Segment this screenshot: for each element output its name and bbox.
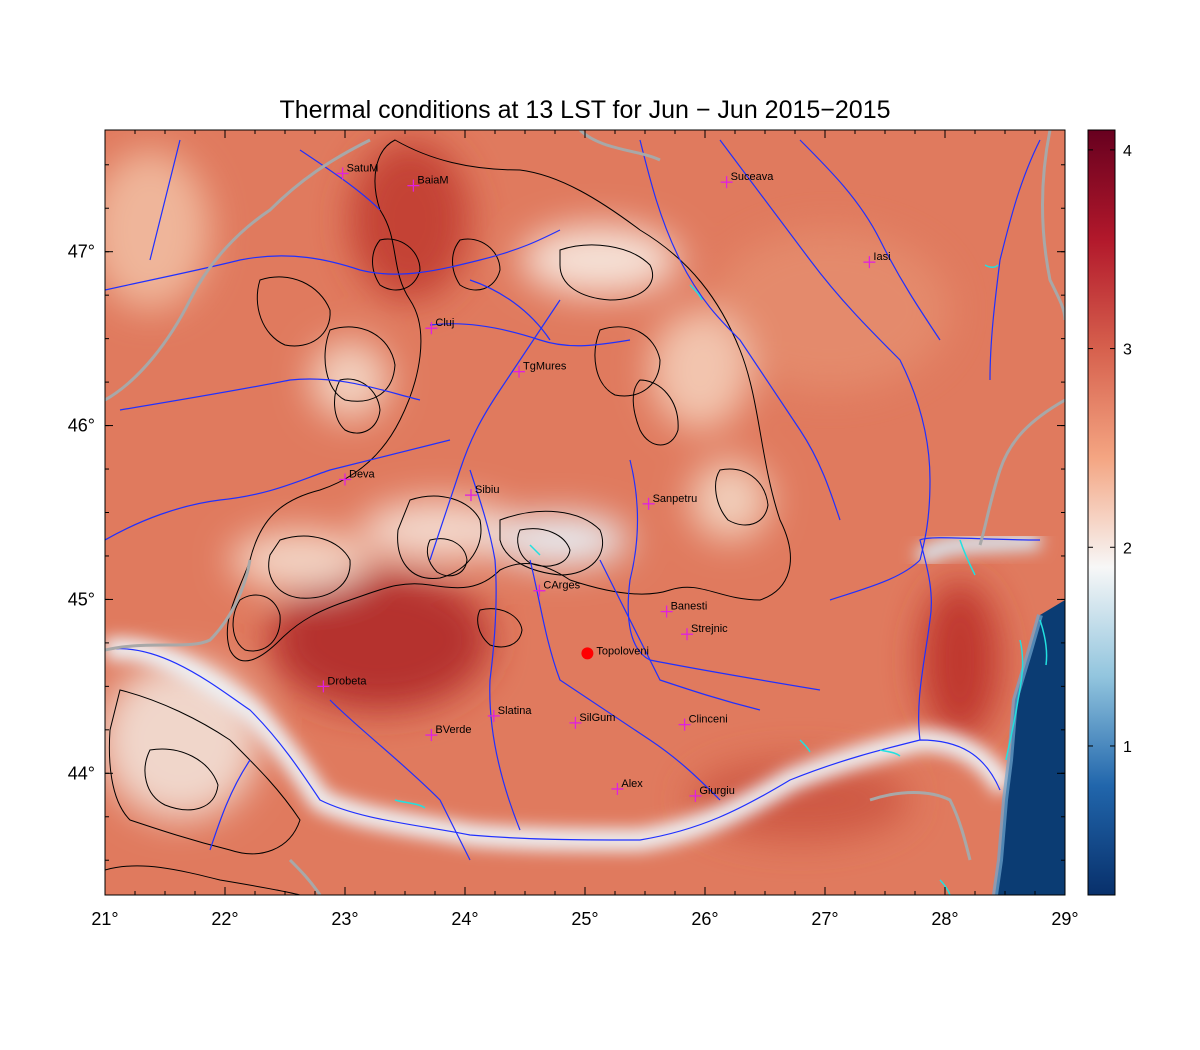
station-label: Suceava xyxy=(731,171,775,183)
station-label: Giurgiu xyxy=(699,785,734,797)
highlight-station-dot xyxy=(581,647,594,660)
terrain-contours xyxy=(105,139,791,895)
lon-tick-label: 28° xyxy=(931,909,958,929)
station-label: Slatina xyxy=(498,705,533,717)
station-marker: Alex xyxy=(611,778,643,795)
station-marker: Giurgiu xyxy=(689,785,735,802)
station-label: Iasi xyxy=(873,251,890,263)
lon-tick-label: 25° xyxy=(571,909,598,929)
station-label: Alex xyxy=(621,778,643,790)
station-marker: Drobeta xyxy=(317,675,367,693)
station-marker: Suceava xyxy=(720,171,775,189)
station-marker: Iasi xyxy=(863,251,891,269)
station-label: Deva xyxy=(349,468,376,480)
station-marker: Deva xyxy=(339,468,376,486)
station-label: Banesti xyxy=(671,601,708,613)
station-label: SatuM xyxy=(347,162,379,174)
station-label: BVerde xyxy=(435,724,471,736)
station-marker: SatuM xyxy=(336,162,379,180)
lon-tick-label: 21° xyxy=(91,909,118,929)
highlight-station-label: Topoloveni xyxy=(596,645,649,657)
map-area: SatuM BaiaM Suceava Iasi Cluj TgMures Deva Sibi… xyxy=(105,130,1065,895)
station-label: Sibiu xyxy=(475,484,499,496)
map-axis-ticks: 21° 22° 23° 24° 25° 26° 27° 28° 29° 44° 45° 46° 47° xyxy=(68,130,1079,929)
lon-tick-label: 26° xyxy=(691,909,718,929)
colorbar-tick-label: 3 xyxy=(1123,342,1132,359)
colorbar: 1 2 3 4 xyxy=(1087,129,1132,896)
sea-coast-glow xyxy=(992,614,1043,895)
lon-tick-label: 27° xyxy=(811,909,838,929)
colorbar-ticks: 1 2 3 4 xyxy=(1088,143,1132,756)
station-marker: Banesti xyxy=(660,601,708,618)
lon-tick-label: 29° xyxy=(1051,909,1078,929)
station-marker: Sibiu xyxy=(465,484,499,502)
lakes xyxy=(394,264,1048,895)
station-label: CArges xyxy=(543,580,580,592)
station-label: BaiaM xyxy=(417,175,448,187)
danube-delta-cool xyxy=(913,531,1041,567)
black-sea xyxy=(995,600,1065,895)
station-label: Strejnic xyxy=(691,623,728,635)
station-marker: Clinceni xyxy=(678,714,728,731)
colorbar-bar xyxy=(1087,129,1116,896)
colorbar-tick-label: 2 xyxy=(1123,540,1132,557)
station-marker: BaiaM xyxy=(407,175,449,192)
colorbar-tick-label: 4 xyxy=(1123,143,1132,160)
station-marker: Strejnic xyxy=(681,623,728,641)
colorbar-tick-label: 1 xyxy=(1123,739,1132,756)
lat-tick-label: 47° xyxy=(68,242,95,262)
station-label: Drobeta xyxy=(327,675,367,687)
lat-tick-label: 46° xyxy=(68,416,95,436)
lon-tick-label: 23° xyxy=(331,909,358,929)
rivers xyxy=(105,139,1041,861)
borders xyxy=(105,130,1065,895)
station-label: Cluj xyxy=(435,317,454,329)
station-marker: Slatina xyxy=(487,705,533,722)
station-marker: CArges xyxy=(533,580,581,597)
station-label: SilGum xyxy=(579,712,615,724)
station-marker: BVerde xyxy=(425,724,471,742)
lat-tick-label: 44° xyxy=(68,763,95,783)
stations-layer: SatuM BaiaM Suceava Iasi Cluj TgMures Deva Sibi… xyxy=(317,162,891,802)
station-marker: TgMures xyxy=(513,361,567,378)
station-label: Sanpetru xyxy=(653,493,698,505)
station-label: TgMures xyxy=(523,361,567,373)
station-marker: Cluj xyxy=(425,317,454,335)
station-marker: SilGum xyxy=(569,712,615,729)
lat-tick-label: 45° xyxy=(68,589,95,609)
station-marker: Sanpetru xyxy=(642,493,698,510)
lon-tick-label: 24° xyxy=(451,909,478,929)
lon-tick-label: 22° xyxy=(211,909,238,929)
station-label: Clinceni xyxy=(689,714,728,726)
map-title: Thermal conditions at 13 LST for Jun − J… xyxy=(279,96,890,124)
